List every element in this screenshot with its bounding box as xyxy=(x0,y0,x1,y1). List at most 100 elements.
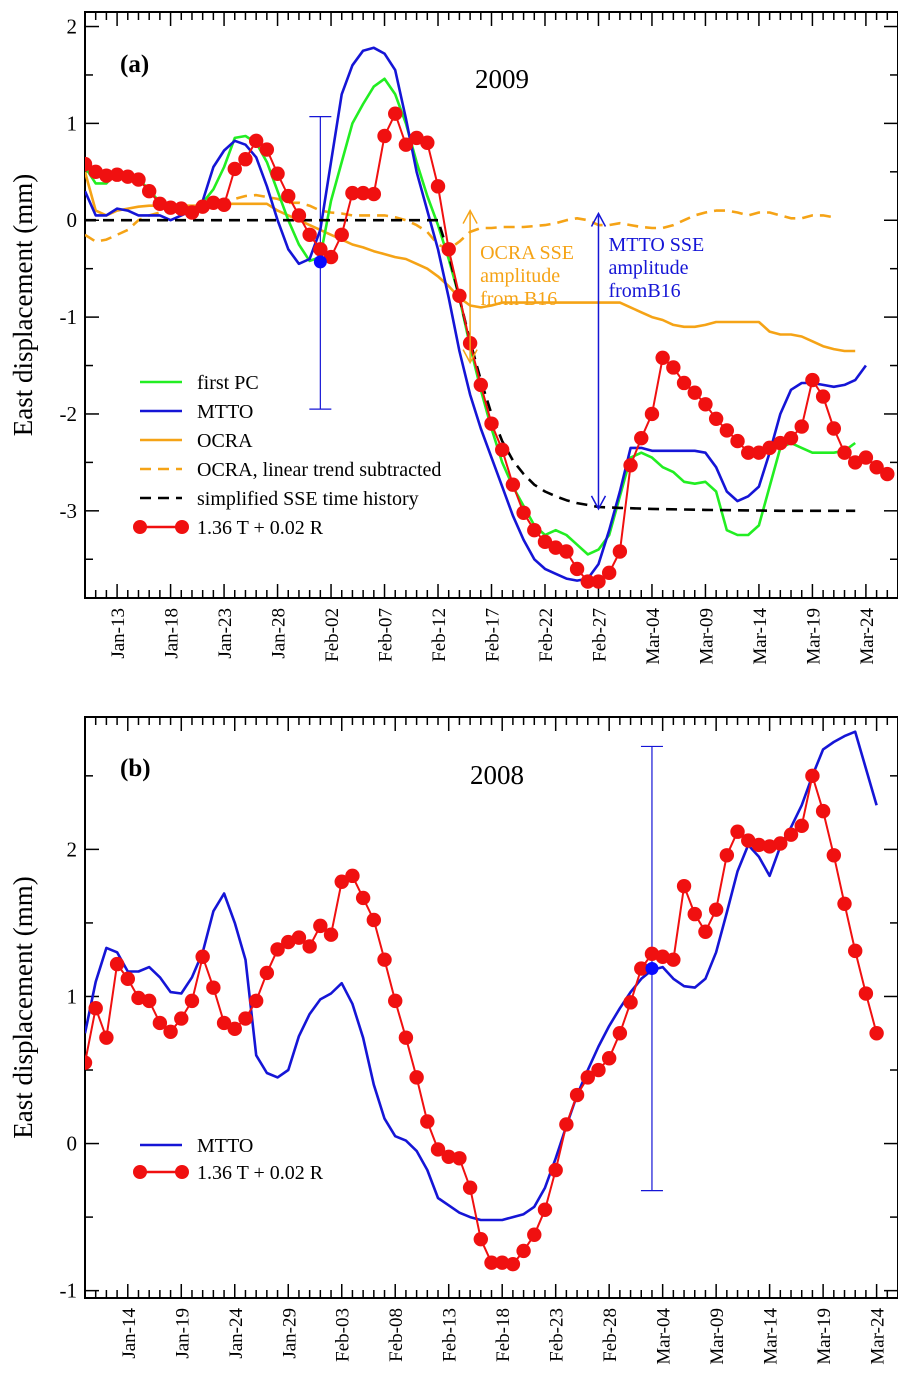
panel-b: Jan-14 Jan-19 Jan-24 Jan-29 Feb-03 Feb-08 Feb-… xyxy=(8,716,898,1365)
legend: MTTO 1.36 T + 0.02 R xyxy=(133,1135,324,1184)
legend-label: 1.36 T + 0.02 R xyxy=(197,517,324,539)
data-point xyxy=(141,183,157,199)
x-tick-label: Feb-08 xyxy=(386,1308,407,1362)
x-tick-label: Mar-09 xyxy=(707,1308,728,1365)
data-point xyxy=(248,133,264,149)
data-point xyxy=(591,574,606,589)
data-point xyxy=(141,993,157,1009)
x-tick-label: Feb-12 xyxy=(429,608,450,662)
data-point xyxy=(730,824,745,839)
arrow-head-up xyxy=(590,211,607,227)
data-point xyxy=(452,288,467,303)
data-point xyxy=(323,249,339,265)
data-point xyxy=(698,397,713,412)
data-point xyxy=(334,227,349,242)
x-tick-label: Mar-09 xyxy=(696,608,717,665)
data-point xyxy=(206,980,221,995)
data-point xyxy=(730,433,745,449)
data-point xyxy=(355,890,371,906)
legend-marker xyxy=(133,520,147,534)
data-point xyxy=(505,1256,521,1272)
data-point xyxy=(163,1024,178,1039)
data-point xyxy=(195,949,210,964)
data-point xyxy=(826,421,842,436)
legend-marker xyxy=(175,520,189,534)
y-tick-label: 1 xyxy=(67,984,78,1008)
data-point xyxy=(184,205,200,220)
plot-frame xyxy=(84,716,898,1299)
data-point xyxy=(505,477,521,492)
data-point xyxy=(355,185,371,201)
data-point xyxy=(302,939,317,954)
x-tick-label: Feb-27 xyxy=(589,608,610,662)
x-tick-label: Feb-17 xyxy=(483,608,504,662)
legend: first PC MTTO OCRA OCRA, linear trend subtr… xyxy=(133,372,441,539)
x-tick-label: Jan-23 xyxy=(215,608,236,659)
data-point xyxy=(248,993,264,1009)
data-point xyxy=(794,818,809,834)
x-tick-label: Feb-03 xyxy=(333,1308,354,1362)
data-point xyxy=(227,161,242,177)
annotation-text: OCRA SSE xyxy=(480,242,574,264)
x-tick-label: Feb-07 xyxy=(376,608,397,662)
data-point xyxy=(473,1231,489,1247)
data-point xyxy=(88,1001,103,1016)
data-point xyxy=(687,906,702,922)
data-point xyxy=(580,1070,595,1085)
year-label: 2008 xyxy=(470,760,524,790)
data-point xyxy=(569,1087,585,1103)
data-point xyxy=(516,505,531,520)
data-point xyxy=(366,186,382,202)
x-tick-label: Mar-19 xyxy=(814,1308,835,1365)
data-point xyxy=(601,1051,617,1066)
data-point xyxy=(548,1162,563,1178)
data-point xyxy=(85,1055,93,1070)
y-tick-label: -3 xyxy=(60,499,78,523)
data-point xyxy=(216,197,232,212)
arrow-head-up xyxy=(462,208,478,224)
data-point xyxy=(762,440,777,456)
data-point xyxy=(484,1255,499,1270)
data-point xyxy=(462,1180,478,1195)
highlight-point xyxy=(313,255,327,269)
data-point xyxy=(398,137,414,152)
series-line-mtto xyxy=(85,46,867,582)
data-point xyxy=(858,450,874,465)
y-tick-label: -1 xyxy=(60,1279,78,1303)
highlight-point xyxy=(645,962,659,976)
data-point xyxy=(676,375,692,391)
data-point xyxy=(216,1015,232,1031)
data-point xyxy=(291,208,307,223)
legend-label: first PC xyxy=(197,372,259,394)
legend-marker xyxy=(175,1165,189,1179)
legend-label: MTTO xyxy=(197,1135,253,1157)
data-point xyxy=(99,1030,114,1045)
data-point xyxy=(398,1030,414,1045)
x-tick-label: Jan-24 xyxy=(226,1308,247,1359)
y-tick-label: 2 xyxy=(67,15,78,39)
data-point xyxy=(837,896,852,912)
data-point xyxy=(388,993,403,1009)
legend-label: simplified SSE time history xyxy=(197,488,419,510)
data-point xyxy=(773,435,788,451)
data-point xyxy=(805,372,820,388)
x-tick-label: Feb-23 xyxy=(547,1308,568,1362)
data-point xyxy=(623,995,638,1010)
annotation-text: from B16 xyxy=(480,288,557,310)
data-point xyxy=(687,385,702,400)
data-point xyxy=(420,1114,435,1129)
data-point xyxy=(131,172,146,187)
data-point xyxy=(612,1026,628,1041)
legend-label: MTTO xyxy=(197,401,253,423)
data-point xyxy=(708,411,724,427)
series-line-mtto xyxy=(85,730,878,1222)
data-point xyxy=(666,952,681,967)
data-point xyxy=(569,561,585,577)
data-point xyxy=(537,1202,553,1217)
x-tick-label: Feb-18 xyxy=(493,1308,514,1362)
data-point xyxy=(676,878,692,894)
y-tick-label: -2 xyxy=(60,402,78,426)
data-point xyxy=(815,389,831,404)
